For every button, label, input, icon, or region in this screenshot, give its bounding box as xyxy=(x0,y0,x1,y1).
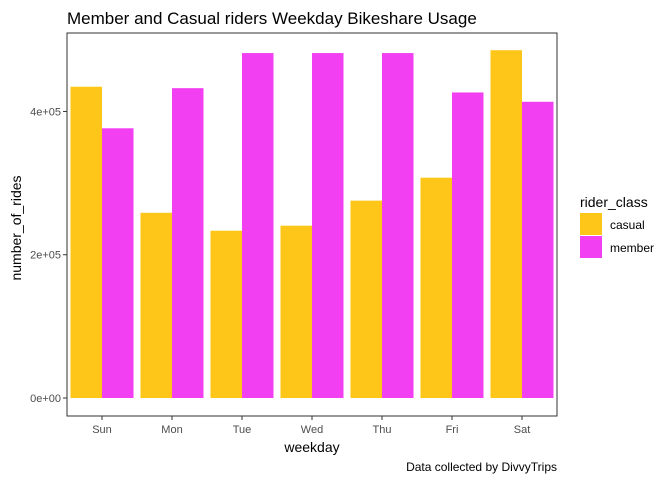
bar-member-thu xyxy=(382,53,414,399)
y-tick-label: 0e+00 xyxy=(30,393,61,405)
x-tick-label-fri: Fri xyxy=(446,424,459,436)
x-tick-label-sat: Sat xyxy=(514,424,531,436)
bar-casual-tue xyxy=(210,230,242,398)
legend-title: rider_class xyxy=(580,194,648,210)
x-axis-title: weekday xyxy=(283,439,339,455)
x-tick-label-wed: Wed xyxy=(301,424,323,436)
legend-label-member: member xyxy=(610,241,654,255)
x-tick-label-mon: Mon xyxy=(161,424,182,436)
x-tick-label-tue: Tue xyxy=(233,424,252,436)
legend-swatch-member xyxy=(580,236,602,258)
bar-member-wed xyxy=(312,53,344,399)
bar-member-tue xyxy=(242,53,274,399)
chart-title: Member and Casual riders Weekday Bikesha… xyxy=(67,9,477,28)
bar-casual-mon xyxy=(140,212,172,398)
bar-casual-wed xyxy=(280,225,312,398)
legend-label-casual: casual xyxy=(610,218,645,232)
plot-area: 0e+00 2e+05 4e+05 Sun Mon Tue Wed Thu Fri Sat xyxy=(30,32,558,436)
x-tick-label-sun: Sun xyxy=(92,424,112,436)
bar-casual-thu xyxy=(350,200,382,398)
bar-casual-sat xyxy=(490,50,522,399)
legend-swatch-casual xyxy=(580,213,602,235)
y-tick-label: 2e+05 xyxy=(30,250,61,262)
bars-group xyxy=(70,50,554,399)
legend: rider_class casual member xyxy=(580,194,654,258)
bar-member-mon xyxy=(172,88,204,398)
bar-member-sat xyxy=(522,101,554,399)
bar-member-sun xyxy=(102,128,134,398)
y-axis-title: number_of_rides xyxy=(8,175,24,280)
x-axis: Sun Mon Tue Wed Thu Fri Sat xyxy=(92,416,530,436)
bar-casual-sun xyxy=(70,86,102,399)
y-axis: 0e+00 2e+05 4e+05 xyxy=(30,106,67,405)
bar-casual-fri xyxy=(420,177,452,398)
x-tick-label-thu: Thu xyxy=(373,424,392,436)
y-tick-label: 4e+05 xyxy=(30,106,61,118)
bar-member-fri xyxy=(452,92,484,398)
chart-caption: Data collected by DivvyTrips xyxy=(406,460,557,474)
